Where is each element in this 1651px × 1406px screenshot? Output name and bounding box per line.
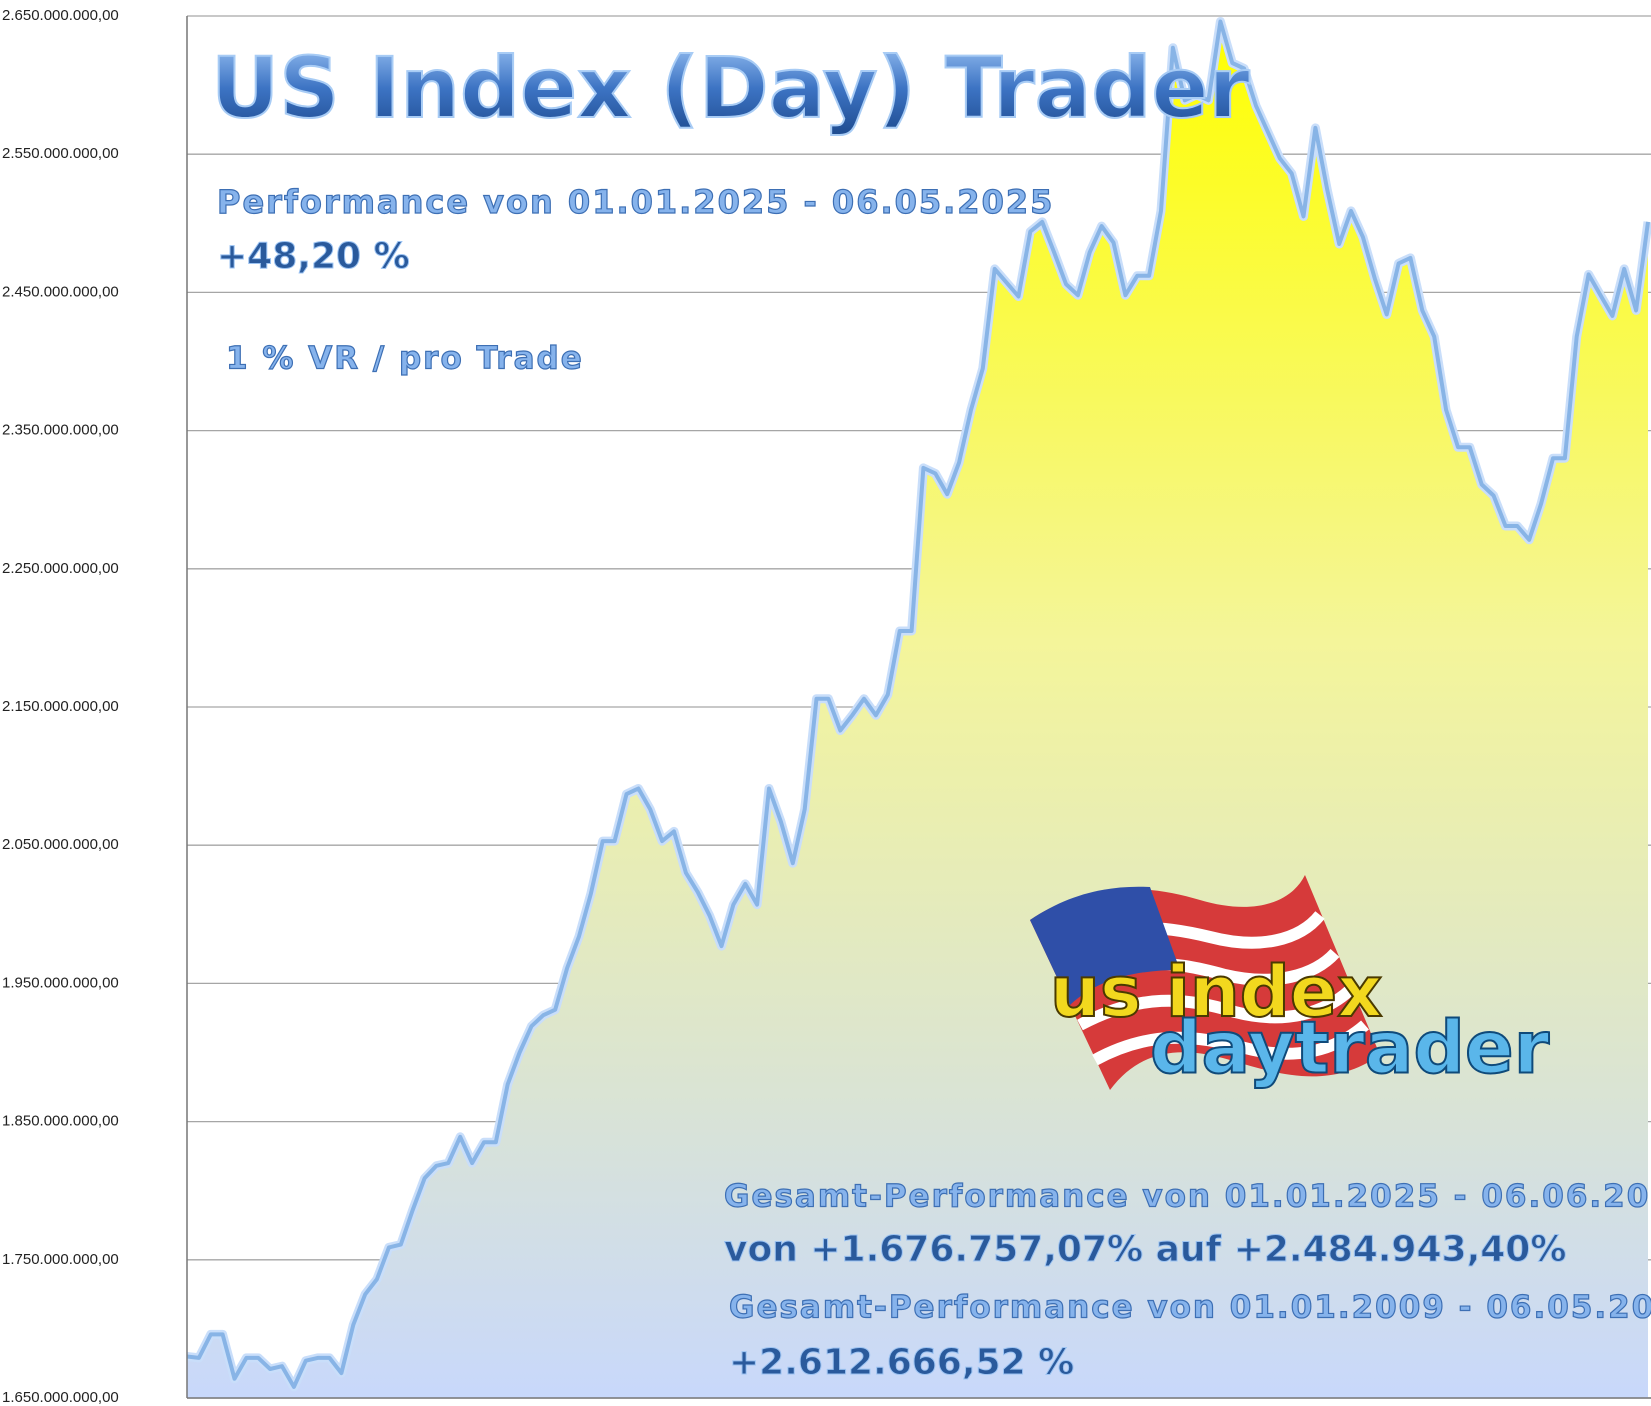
logo-text: daytrader — [1150, 1006, 1550, 1090]
annotation: Performance von 01.01.2025 - 06.05.2025 — [217, 183, 1054, 221]
annotation: +2.612.666,52 % — [729, 1342, 1074, 1383]
logo-text: us index — [1050, 951, 1382, 1033]
y-tick-label: 2.550.000.000,00 — [2, 145, 119, 162]
y-tick-label: 1.850.000.000,00 — [2, 1113, 119, 1130]
chart-title: US Index (Day) Trader — [211, 39, 1250, 137]
y-tick-label: 2.150.000.000,00 — [2, 698, 119, 715]
y-tick-label: 1.750.000.000,00 — [2, 1251, 119, 1268]
y-tick-label: 2.250.000.000,00 — [2, 560, 119, 577]
annotation: Gesamt-Performance von 01.01.2009 - 06.0… — [729, 1290, 1651, 1326]
y-tick-label: 2.450.000.000,00 — [2, 283, 119, 300]
y-tick-label: 2.050.000.000,00 — [2, 836, 119, 853]
flag-canton — [1030, 886, 1180, 1005]
y-tick-label: 2.650.000.000,00 — [2, 7, 119, 24]
y-ticks: 1.650.000.000,00 1.750.000.000,00 1.850.00… — [2, 7, 119, 1406]
y-tick-label: 1.950.000.000,00 — [2, 974, 119, 991]
y-tick-label: 2.350.000.000,00 — [2, 422, 119, 439]
line — [186, 19, 1650, 1389]
logo: us index daytrader — [1030, 875, 1551, 1091]
y-tick-label: 1.650.000.000,00 — [2, 1389, 119, 1406]
flag-stripes — [1046, 911, 1369, 1066]
annotation: 1 % VR / pro Trade — [226, 341, 584, 377]
annotation: von +1.676.757,07% auf +2.484.943,40% — [724, 1229, 1566, 1270]
annotation: Gesamt-Performance von 01.01.2025 - 06.0… — [724, 1179, 1651, 1215]
annotation: +48,20 % — [217, 236, 410, 277]
